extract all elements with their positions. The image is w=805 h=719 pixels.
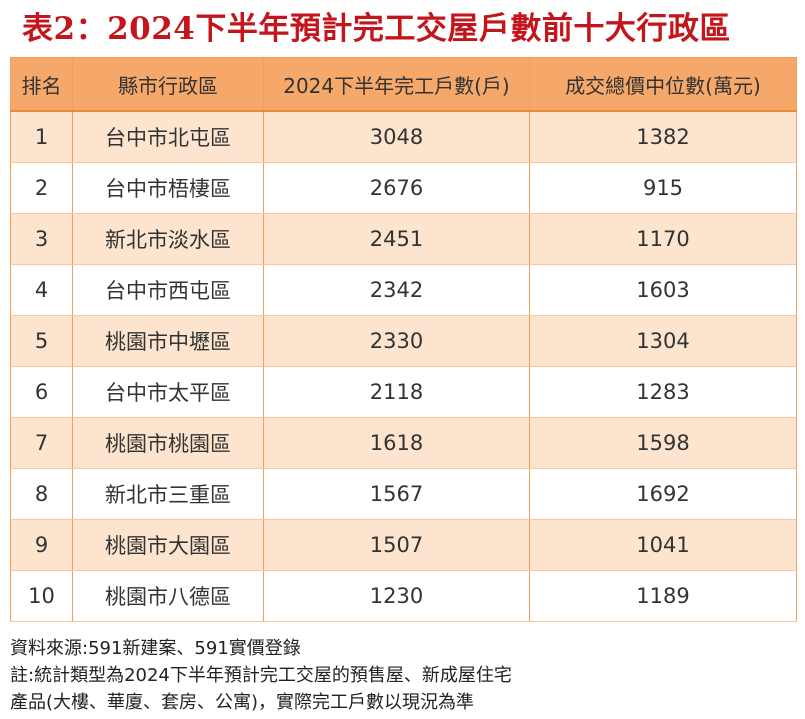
table-row: 2 台中市梧棲區 2676 915 bbox=[10, 162, 797, 214]
median-price-cell: 1041 bbox=[529, 519, 797, 571]
header-units: 2024下半年完工戶數(戶) bbox=[263, 57, 530, 112]
table-row: 1 台中市北屯區 3048 1382 bbox=[10, 111, 797, 163]
table-row: 7 桃園市桃園區 1618 1598 bbox=[10, 417, 797, 469]
district-cell: 台中市太平區 bbox=[72, 366, 264, 418]
district-cell: 新北市三重區 bbox=[72, 468, 264, 520]
units-cell: 1230 bbox=[263, 570, 530, 622]
rank-cell: 6 bbox=[10, 366, 73, 418]
page-title: 表2：2024下半年預計完工交屋戶數前十大行政區 bbox=[22, 11, 731, 47]
table-body: 1 台中市北屯區 3048 1382 2 台中市梧棲區 2676 915 3 新北市淡水區 2451… bbox=[10, 111, 797, 622]
units-cell: 2342 bbox=[263, 264, 530, 316]
units-cell: 1618 bbox=[263, 417, 530, 469]
rank-cell: 4 bbox=[10, 264, 73, 316]
units-cell: 2451 bbox=[263, 213, 530, 265]
district-cell: 台中市梧棲區 bbox=[72, 162, 264, 214]
data-table: 排名 縣市行政區 2024下半年完工戶數(戶) 成交總價中位數(萬元) 1 台中市… bbox=[10, 57, 797, 622]
median-price-cell: 1283 bbox=[529, 366, 797, 418]
footnotes: 資料來源:591新建案、591實價登錄 註:統計類型為2024下半年預計完工交屋… bbox=[10, 635, 800, 716]
rank-cell: 3 bbox=[10, 213, 73, 265]
median-price-cell: 915 bbox=[529, 162, 797, 214]
median-price-cell: 1603 bbox=[529, 264, 797, 316]
header-district: 縣市行政區 bbox=[72, 57, 264, 112]
district-cell: 台中市北屯區 bbox=[72, 111, 264, 163]
header-median-price: 成交總價中位數(萬元) bbox=[529, 57, 797, 112]
header-row: 排名 縣市行政區 2024下半年完工戶數(戶) 成交總價中位數(萬元) bbox=[10, 57, 797, 112]
median-price-cell: 1304 bbox=[529, 315, 797, 367]
district-cell: 桃園市桃園區 bbox=[72, 417, 264, 469]
rank-cell: 1 bbox=[10, 111, 73, 163]
district-cell: 桃園市八德區 bbox=[72, 570, 264, 622]
median-price-cell: 1189 bbox=[529, 570, 797, 622]
median-price-cell: 1170 bbox=[529, 213, 797, 265]
table-row: 6 台中市太平區 2118 1283 bbox=[10, 366, 797, 418]
district-cell: 桃園市中壢區 bbox=[72, 315, 264, 367]
district-cell: 台中市西屯區 bbox=[72, 264, 264, 316]
units-cell: 2118 bbox=[263, 366, 530, 418]
district-cell: 桃園市大園區 bbox=[72, 519, 264, 571]
rank-cell: 5 bbox=[10, 315, 73, 367]
table-row: 9 桃園市大園區 1507 1041 bbox=[10, 519, 797, 571]
units-cell: 1507 bbox=[263, 519, 530, 571]
rank-cell: 7 bbox=[10, 417, 73, 469]
rank-cell: 2 bbox=[10, 162, 73, 214]
units-cell: 2676 bbox=[263, 162, 530, 214]
median-price-cell: 1382 bbox=[529, 111, 797, 163]
table-row: 10 桃園市八德區 1230 1189 bbox=[10, 570, 797, 622]
table-row: 5 桃園市中壢區 2330 1304 bbox=[10, 315, 797, 367]
district-cell: 新北市淡水區 bbox=[72, 213, 264, 265]
footnote-line-1: 註:統計類型為2024下半年預計完工交屋的預售屋、新成屋住宅 bbox=[10, 665, 512, 686]
median-price-cell: 1692 bbox=[529, 468, 797, 520]
units-cell: 3048 bbox=[263, 111, 530, 163]
header-rank: 排名 bbox=[10, 57, 73, 112]
units-cell: 2330 bbox=[263, 315, 530, 367]
table-row: 4 台中市西屯區 2342 1603 bbox=[10, 264, 797, 316]
rank-cell: 8 bbox=[10, 468, 73, 520]
source-note: 資料來源:591新建案、591實價登錄 bbox=[10, 638, 301, 659]
median-price-cell: 1598 bbox=[529, 417, 797, 469]
units-cell: 1567 bbox=[263, 468, 530, 520]
table-row: 3 新北市淡水區 2451 1170 bbox=[10, 213, 797, 265]
table-row: 8 新北市三重區 1567 1692 bbox=[10, 468, 797, 520]
rank-cell: 9 bbox=[10, 519, 73, 571]
footnote-line-2: 產品(大樓、華廈、套房、公寓)，實際完工戶數以現況為準 bbox=[10, 692, 475, 713]
rank-cell: 10 bbox=[10, 570, 73, 622]
